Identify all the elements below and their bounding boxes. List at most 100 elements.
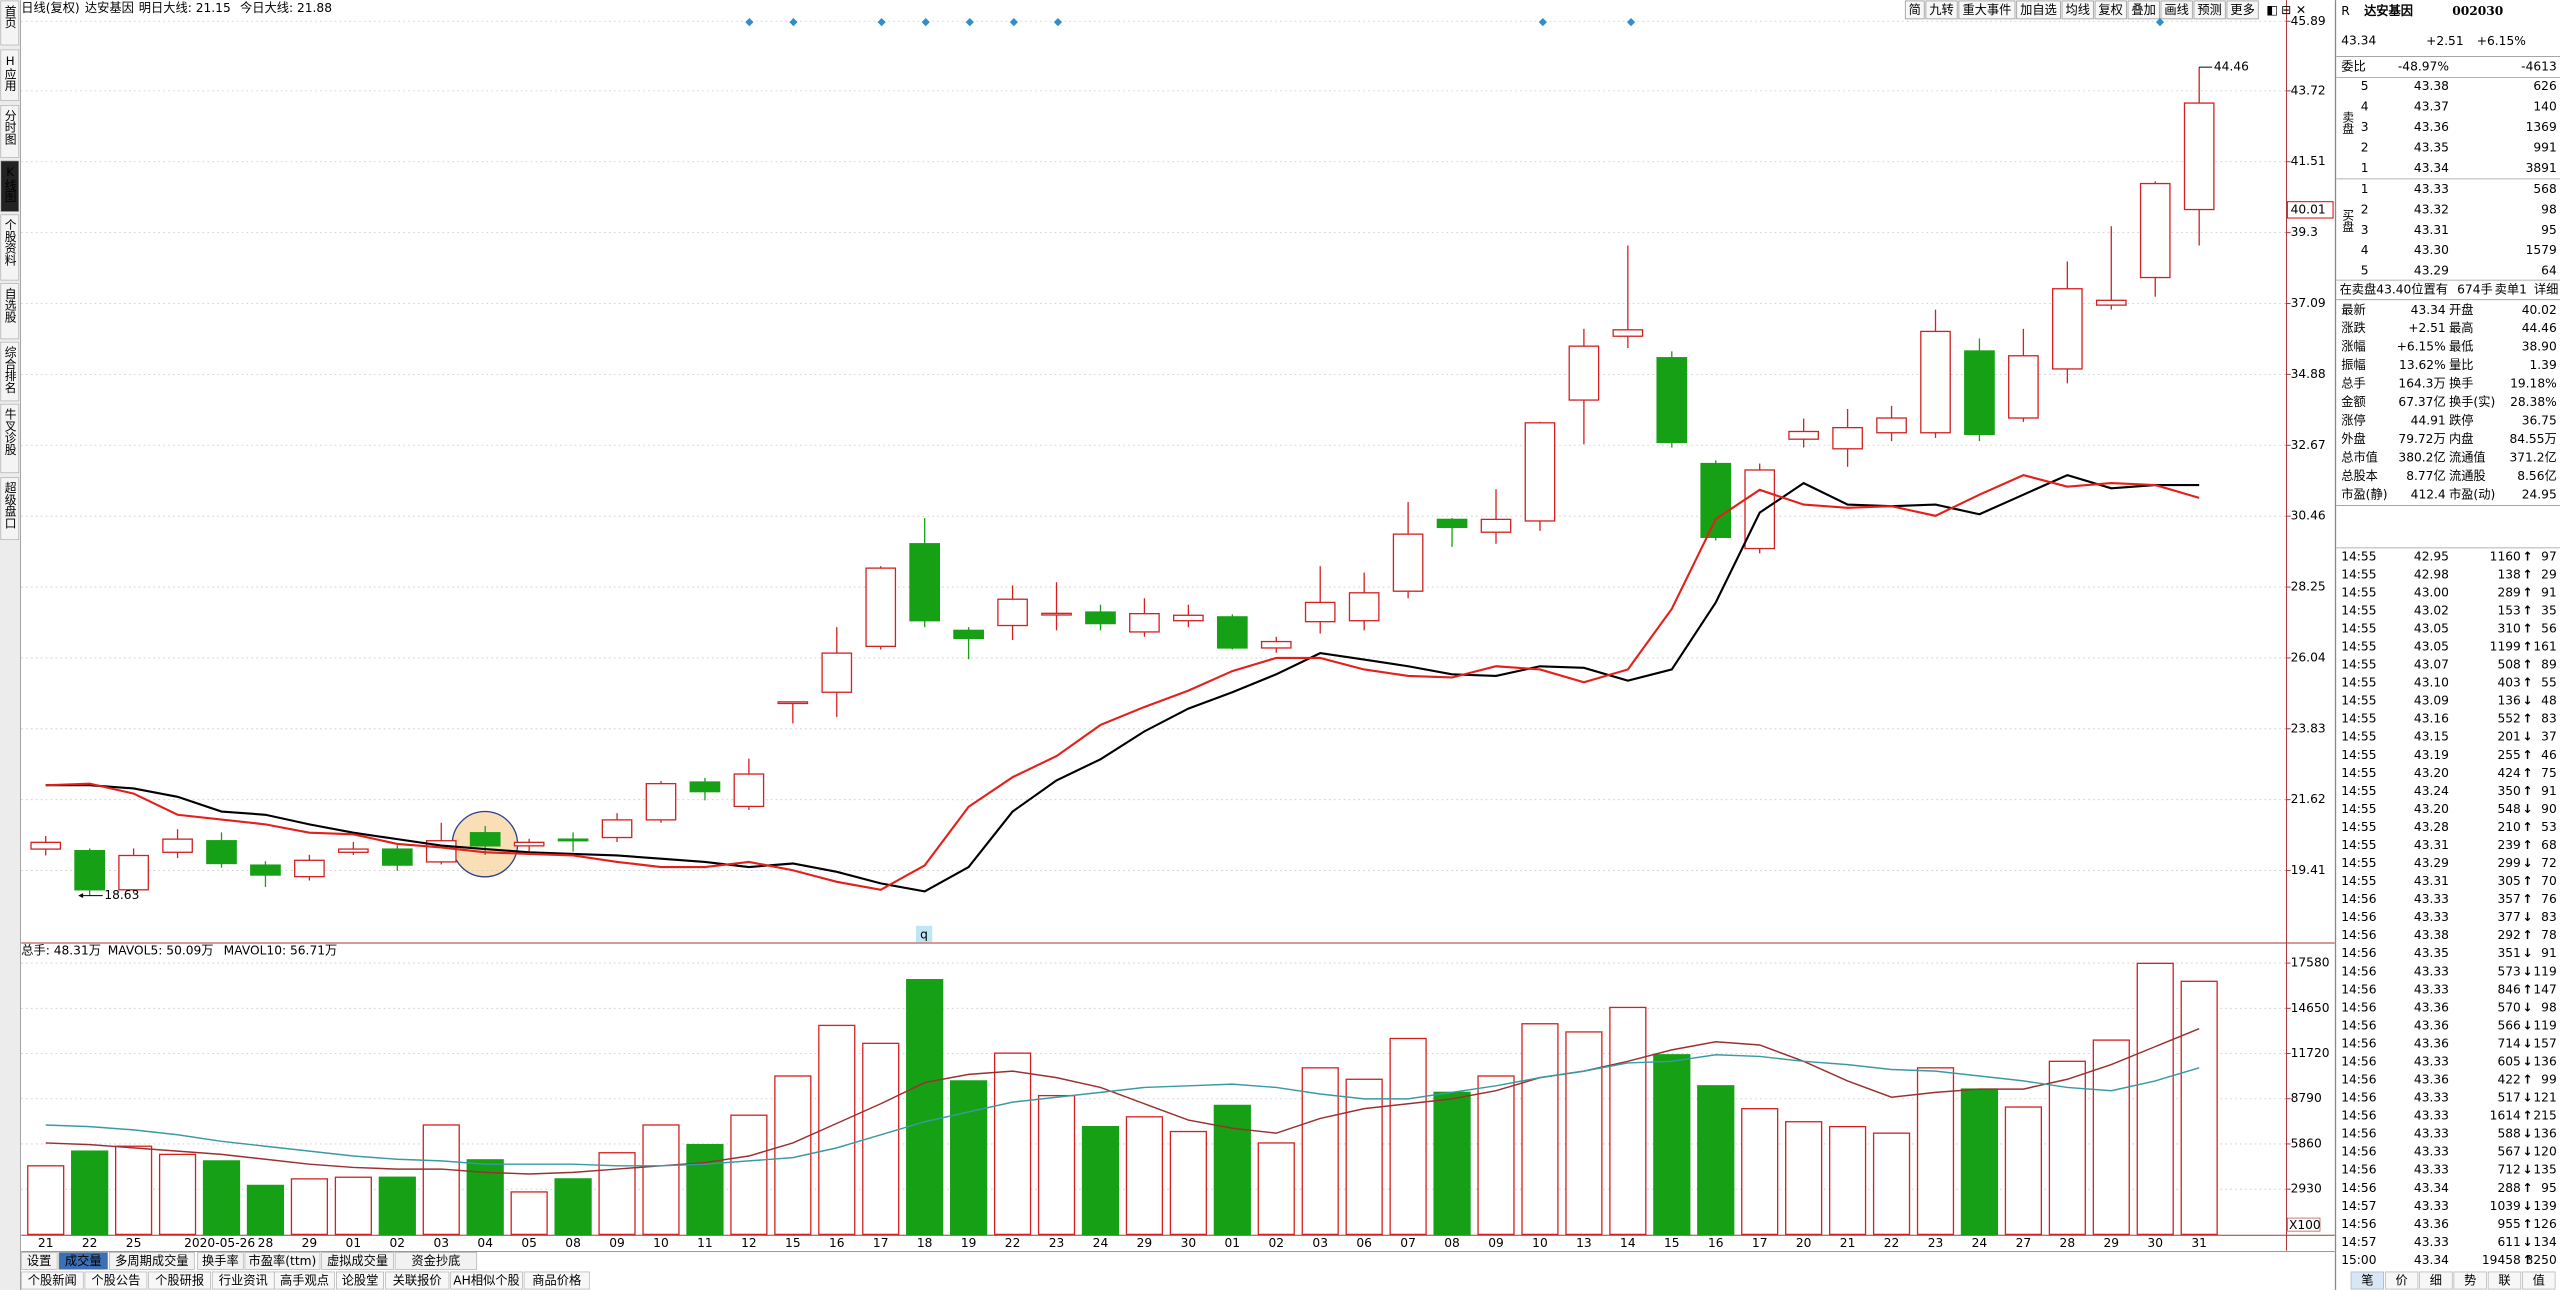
tick-tab-label[interactable]: 联 <box>2498 1273 2510 1287</box>
stat-value: 371.2亿 <box>2509 449 2556 464</box>
info-tab-label[interactable]: 商品价格 <box>532 1272 581 1287</box>
toolbar-button[interactable] <box>2016 0 2061 20</box>
tick-tab-label[interactable]: 价 <box>2396 1273 2408 1287</box>
toolbar-button[interactable] <box>2160 0 2193 20</box>
bottom-tab[interactable] <box>394 1252 478 1270</box>
toolbar-button-label[interactable]: 预测 <box>2197 3 2221 17</box>
sidebar-tab[interactable] <box>0 214 20 281</box>
tick-tab[interactable] <box>2453 1271 2487 1290</box>
sidebar-tab-label[interactable]: 个股资料 <box>3 219 17 267</box>
volume-bar <box>554 1178 592 1236</box>
bottom-tab-label[interactable]: 设置 <box>27 1254 51 1268</box>
info-tab-label[interactable]: 论股堂 <box>342 1273 379 1287</box>
info-tab[interactable] <box>450 1271 523 1290</box>
sidebar-tab-label[interactable]: 牛叉诊股 <box>3 408 17 456</box>
toolbar-button[interactable] <box>2094 0 2127 20</box>
info-tab-label[interactable]: 个股新闻 <box>28 1272 77 1287</box>
info-tab[interactable] <box>523 1271 590 1290</box>
bottom-tab-label[interactable]: 资金抄底 <box>411 1253 460 1268</box>
info-tab[interactable] <box>20 1271 84 1290</box>
candle-body <box>777 701 809 705</box>
bottom-tab-label[interactable]: 多周期成交量 <box>115 1253 188 1268</box>
tick-tab-label[interactable]: 势 <box>2464 1273 2476 1287</box>
x-tick-label: 2020-05-26 <box>184 1236 255 1250</box>
tick-count: 91 <box>2541 585 2557 599</box>
bottom-tab[interactable] <box>321 1252 394 1270</box>
info-tab-label[interactable]: 高手观点 <box>280 1272 329 1287</box>
sidebar-tab[interactable] <box>0 341 20 402</box>
info-tab-label[interactable]: 行业资讯 <box>219 1273 268 1287</box>
toolbar-button-label[interactable]: 复权 <box>2098 3 2122 17</box>
info-tab[interactable] <box>148 1271 211 1290</box>
toolbar-button[interactable] <box>2193 0 2226 20</box>
tick-tab-label[interactable]: 笔 <box>2361 1272 2373 1287</box>
toolbar-button[interactable] <box>2226 0 2259 20</box>
info-tab-label[interactable]: AH相似个股 <box>453 1273 520 1287</box>
bottom-tab[interactable] <box>58 1252 109 1270</box>
bottom-tab[interactable] <box>20 1252 58 1270</box>
tick-count: 53 <box>2541 820 2557 834</box>
tick-direction: ↑ <box>2522 1109 2532 1123</box>
toolbar-button[interactable] <box>1925 0 1958 20</box>
toolbar-button[interactable] <box>1904 0 1925 20</box>
info-tab[interactable] <box>84 1271 148 1290</box>
info-tab-label[interactable]: 个股研报 <box>155 1272 204 1287</box>
sidebar-tab-label[interactable]: 自选股 <box>3 287 17 323</box>
bottom-tab[interactable] <box>109 1252 195 1270</box>
info-tab[interactable] <box>273 1271 336 1290</box>
window-icon[interactable]: ◧ <box>2266 3 2278 17</box>
sidebar-tab-label[interactable]: 综合排名 <box>3 346 17 394</box>
sidebar-tab-label[interactable]: H应用 <box>3 54 17 92</box>
bottom-tab-label[interactable]: 换手率 <box>202 1253 239 1268</box>
sidebar-tab[interactable] <box>0 477 20 541</box>
sidebar-tab[interactable] <box>0 403 20 474</box>
bottom-tab[interactable] <box>197 1252 244 1270</box>
info-tab-label[interactable]: 关联报价 <box>393 1272 442 1287</box>
tick-tab[interactable] <box>2487 1271 2522 1290</box>
toolbar-button-label[interactable]: 叠加 <box>2131 3 2155 17</box>
toolbar-button-label[interactable]: 均线 <box>2065 3 2089 17</box>
x-tick-label: 13 <box>1576 1236 1592 1250</box>
tick-tab-label[interactable]: 值 <box>2533 1272 2545 1287</box>
tick-tab[interactable] <box>2419 1271 2453 1290</box>
sidebar-tab[interactable] <box>0 160 20 212</box>
bottom-tab[interactable] <box>244 1252 321 1270</box>
tick-count: 72 <box>2541 856 2557 870</box>
sidebar-tab-label[interactable]: K线图 <box>3 165 17 203</box>
tick-tab[interactable] <box>2350 1271 2384 1290</box>
tick-tab[interactable] <box>2522 1271 2556 1290</box>
toolbar-button-label[interactable]: 画线 <box>2164 3 2188 17</box>
order-notice[interactable]: 详细 <box>2534 281 2558 296</box>
sidebar-tab[interactable] <box>0 49 20 101</box>
toolbar-button-label[interactable]: 简 <box>1909 3 1921 17</box>
info-tab[interactable] <box>336 1271 384 1290</box>
sidebar-tab[interactable] <box>0 0 20 46</box>
tick-count: 97 <box>2541 549 2557 563</box>
toolbar-button-label[interactable]: 九转 <box>1929 2 1953 17</box>
toolbar-button[interactable] <box>2127 0 2160 20</box>
bottom-tab-label[interactable]: 虚拟成交量 <box>327 1253 388 1268</box>
sidebar-tab-label[interactable]: 超级盘口 <box>3 481 17 529</box>
toolbar-button[interactable] <box>2061 0 2094 20</box>
sidebar-tab[interactable] <box>0 283 20 340</box>
window-icon[interactable]: ✕ <box>2296 3 2306 17</box>
toolbar-button-label[interactable]: 重大事件 <box>1962 3 2011 17</box>
toolbar-button[interactable] <box>1958 0 2016 20</box>
bottom-tab-label[interactable]: 市盈率(ttm) <box>249 1253 317 1268</box>
volume-bar <box>510 1191 548 1236</box>
tick-tab-label[interactable]: 细 <box>2430 1273 2442 1287</box>
info-tab-label[interactable]: 个股公告 <box>91 1273 140 1287</box>
toolbar-button-label[interactable]: 加自选 <box>2020 3 2057 17</box>
y-tick-label: 14650 <box>2291 1001 2330 1015</box>
info-tab[interactable] <box>384 1271 450 1290</box>
tick-time: 14:56 <box>2341 1163 2376 1177</box>
sidebar-tab[interactable] <box>0 105 20 158</box>
bottom-tab-label[interactable]: 成交量 <box>65 1253 102 1268</box>
window-icon[interactable]: ⊟ <box>2281 3 2291 17</box>
sidebar-tab-label[interactable]: 分时图 <box>3 109 17 145</box>
sidebar-tab-label[interactable]: 首页 <box>3 4 17 29</box>
tick-tab[interactable] <box>2384 1271 2419 1290</box>
toolbar-button-label[interactable]: 更多 <box>2230 3 2254 17</box>
volume-bar <box>1433 1091 1471 1236</box>
x-tick-label: 27 <box>2016 1236 2032 1250</box>
